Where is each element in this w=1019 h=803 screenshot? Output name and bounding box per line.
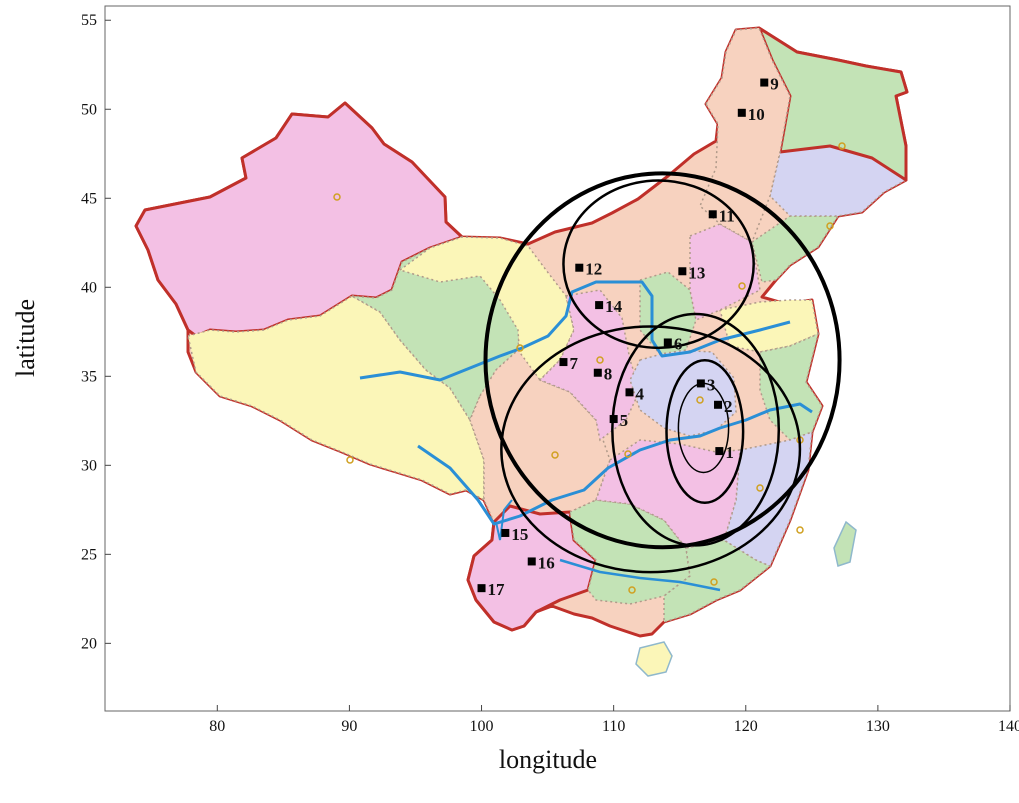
plot-frame — [104, 5, 1011, 712]
site-marker-4 — [625, 388, 634, 397]
region-hainan — [635, 641, 673, 677]
site-marker-10 — [737, 108, 746, 117]
site-label-9: 9 — [770, 75, 779, 94]
region-shandong — [719, 299, 819, 353]
site-label-1: 1 — [725, 443, 734, 462]
site-label-14: 14 — [605, 297, 623, 316]
border-river — [495, 499, 513, 541]
site-label-2: 2 — [724, 397, 733, 416]
x-axis: 80 90 100 110 120 130 140 — [209, 705, 1019, 735]
site-label-4: 4 — [636, 384, 645, 403]
site-marker-12 — [575, 263, 584, 272]
site-marker-6 — [663, 338, 672, 347]
site-label-11: 11 — [719, 206, 735, 225]
site-marker-13 — [678, 267, 687, 276]
cluster-ellipse-4 — [500, 325, 802, 574]
site-label-17: 17 — [488, 580, 506, 599]
site-marker-8 — [593, 368, 602, 377]
region-northeast — [757, 26, 909, 182]
site-marker-14 — [595, 301, 604, 310]
site-label-15: 15 — [511, 525, 528, 544]
region-hebei — [689, 223, 761, 322]
site-label-12: 12 — [585, 260, 602, 279]
cluster-ellipse-5 — [562, 179, 755, 350]
y-axis-label: latitude — [11, 299, 40, 377]
y-axis: 20 25 30 35 40 45 50 55 — [81, 12, 111, 652]
y-tick-label: 50 — [81, 101, 97, 118]
site-marker-9 — [760, 78, 769, 87]
x-tick-label: 140 — [998, 718, 1019, 735]
site-marker-1 — [715, 447, 724, 456]
region-west — [187, 295, 485, 502]
region-east-central — [629, 349, 737, 437]
x-tick-label: 110 — [602, 718, 625, 735]
region-taiwan — [833, 520, 857, 567]
yangtze-river — [417, 402, 813, 526]
y-tick-label: 45 — [81, 190, 97, 207]
cluster-ellipse-6 — [483, 171, 842, 550]
region-hunan — [594, 439, 741, 549]
x-tick-label: 100 — [470, 718, 494, 735]
x-tick-label: 130 — [866, 718, 890, 735]
site-marker-5 — [609, 415, 618, 424]
y-tick-label: 30 — [81, 457, 97, 474]
site-label-5: 5 — [620, 411, 629, 430]
region-jilin — [769, 145, 908, 217]
yellow-river — [359, 280, 791, 382]
site-marker-7 — [559, 358, 568, 367]
site-label-16: 16 — [538, 553, 555, 572]
china-map — [134, 26, 909, 677]
y-tick-label: 55 — [81, 12, 97, 29]
site-label-10: 10 — [748, 105, 765, 124]
pearl-river — [559, 558, 721, 592]
site-label-3: 3 — [707, 375, 716, 394]
region-east-coast — [759, 332, 823, 441]
cluster-ellipses — [483, 171, 842, 574]
cluster-ellipse-2 — [665, 359, 745, 504]
site-marker-2 — [714, 400, 723, 409]
y-tick-label: 35 — [81, 368, 97, 385]
x-tick-label: 90 — [341, 718, 357, 735]
x-tick-label: 80 — [209, 718, 225, 735]
site-marker-15 — [501, 528, 510, 537]
site-marker-17 — [477, 584, 486, 593]
site-marker-16 — [527, 557, 536, 566]
site-label-7: 7 — [569, 354, 578, 373]
region-southeast — [723, 430, 813, 567]
y-tick-label: 20 — [81, 635, 97, 652]
y-tick-label: 40 — [81, 279, 97, 296]
site-marker-3 — [696, 379, 705, 388]
site-label-13: 13 — [688, 263, 705, 282]
capital-markers — [333, 142, 846, 594]
y-tick-label: 25 — [81, 546, 97, 563]
site-label-6: 6 — [674, 334, 683, 353]
site-label-8: 8 — [604, 365, 613, 384]
x-tick-label: 120 — [734, 718, 758, 735]
site-marker-11 — [708, 210, 717, 219]
x-axis-label: longitude — [499, 745, 597, 774]
region-liaoning — [751, 215, 840, 283]
region-shanxi — [639, 271, 697, 355]
region-south-central — [569, 499, 691, 605]
